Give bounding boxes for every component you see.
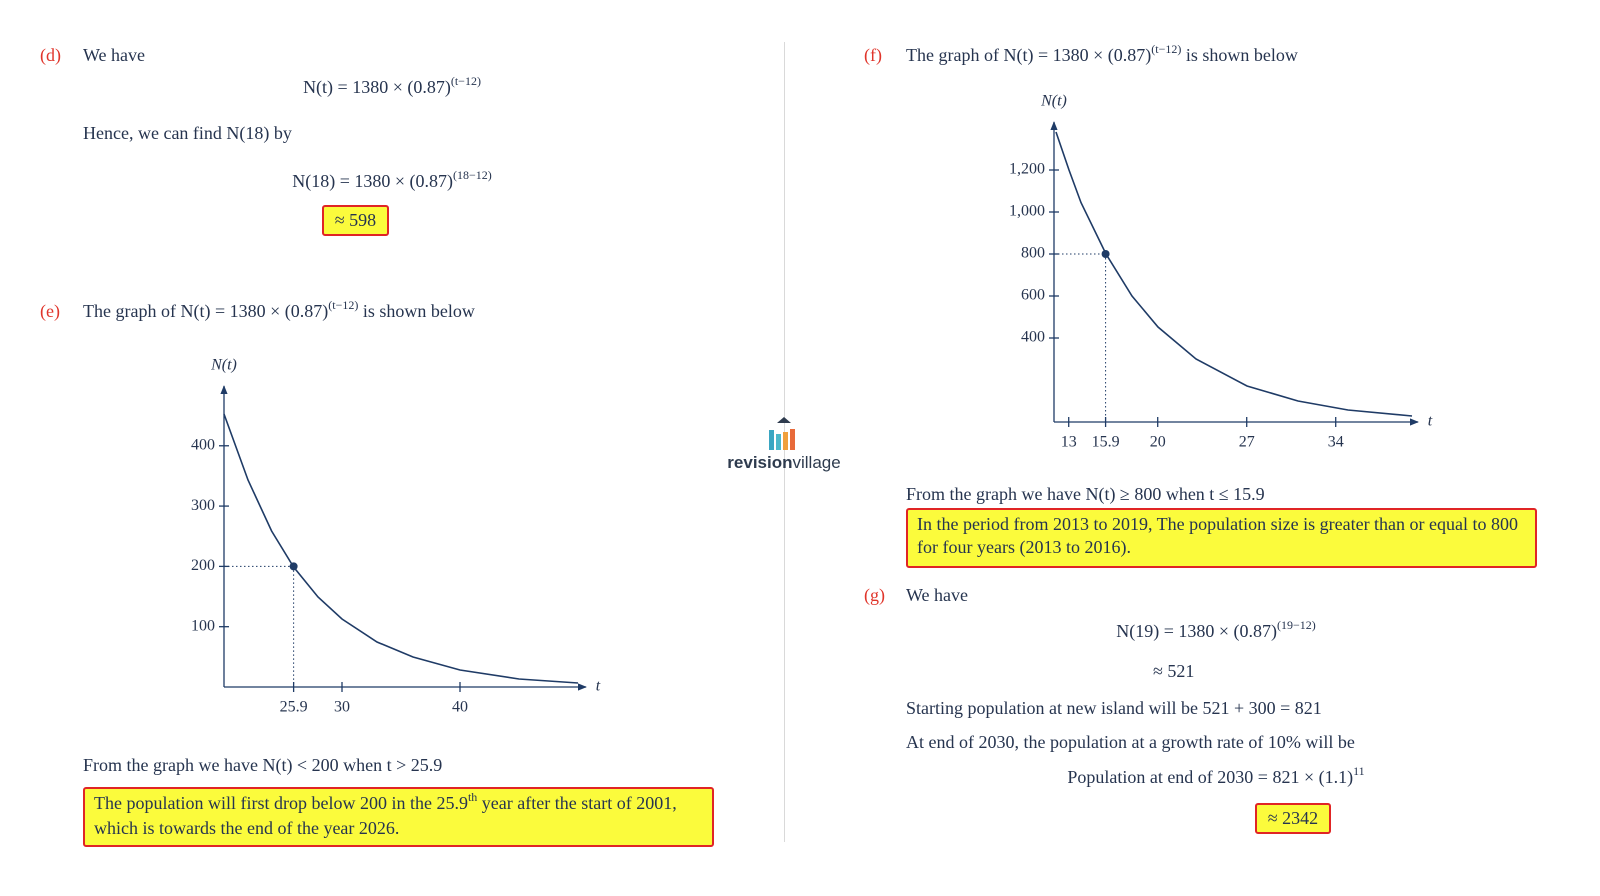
x-axis-label: t (596, 678, 601, 695)
exponent: (t−12) (1151, 42, 1182, 56)
equation: N(18) = 1380 × (0.87)(18−12) (192, 168, 592, 194)
text: Starting population at new island will b… (906, 698, 1322, 718)
text: The graph of N(t) = 1380 × (0.87) (906, 45, 1152, 65)
exponent: (18−12) (453, 168, 492, 182)
x-tick-label: 40 (452, 699, 468, 716)
y-axis-label: N(t) (1040, 93, 1067, 110)
x-tick-label: 15.9 (1092, 434, 1120, 451)
text: From the graph we have N(t) < 200 when t… (83, 755, 443, 775)
x-tick-label: 27 (1239, 434, 1255, 451)
point (1101, 250, 1110, 258)
logo-bar (769, 430, 774, 450)
equation: N(t) = 1380 × (0.87)(t−12) (192, 74, 592, 100)
equation: N(19) = 1380 × (0.87)(19−12) (1016, 618, 1416, 644)
equation-text: N(t) = 1380 × (0.87) (303, 77, 451, 97)
text: From the graph we have N(t) ≥ 800 when t… (906, 484, 1265, 504)
y-tick-label: 400 (191, 436, 215, 453)
text: The graph of N(t) = 1380 × (0.87)(t−12) … (906, 42, 1298, 68)
text: Hence, we can find N(18) by (83, 123, 292, 143)
text: At end of 2030, the population at a grow… (906, 732, 1355, 752)
answer-box: ≈ 2342 (1255, 803, 1331, 834)
y-tick-label: 300 (191, 497, 215, 514)
text: The graph of N(t) = 1380 × (0.87)(t−12) … (83, 298, 475, 324)
part-label: (e) (40, 301, 60, 321)
equation: ≈ 521 (1153, 661, 1195, 681)
logo-roof (777, 417, 791, 423)
logo-text: revision (727, 453, 793, 472)
logo-bar (776, 434, 781, 450)
exponent: (t−12) (450, 74, 481, 88)
equation-text: N(19) = 1380 × (0.87) (1116, 621, 1277, 641)
part-label: (f) (864, 45, 882, 65)
logo-bar (783, 432, 788, 450)
exponent: (19−12) (1277, 618, 1316, 632)
superscript: th (467, 790, 478, 804)
text: is shown below (1185, 45, 1298, 65)
x-tick-label: 30 (334, 699, 350, 716)
x-axis-label: t (1428, 413, 1433, 430)
answer-text: year after the start of 2001, which is t… (94, 793, 677, 838)
y-tick-label: 100 (191, 617, 215, 634)
x-tick-label: 13 (1061, 434, 1077, 451)
y-tick-label: 400 (1021, 329, 1045, 346)
curve (1055, 131, 1413, 417)
text: We have (906, 585, 969, 605)
equation-text: N(18) = 1380 × (0.87) (292, 171, 453, 191)
exponent: (t−12) (328, 298, 359, 312)
equation-text: Population at end of 2030 = 821 × (1.1) (1067, 767, 1354, 787)
answer-box: In the period from 2013 to 2019, The pop… (906, 508, 1537, 568)
x-tick-label: 20 (1150, 434, 1166, 451)
part-label: (d) (40, 45, 61, 65)
logo-text: village (792, 453, 841, 472)
equation: Population at end of 2030 = 821 × (1.1)1… (1016, 764, 1416, 790)
curve (223, 413, 579, 684)
answer-text: The population will first drop below 200… (94, 793, 468, 813)
logo-icon (769, 417, 795, 450)
y-tick-label: 1,000 (1009, 203, 1045, 220)
x-tick-label: 34 (1328, 434, 1344, 451)
logo: revisionvillage (724, 412, 844, 473)
answer-box: ≈ 598 (322, 205, 389, 236)
y-tick-label: 800 (1021, 245, 1045, 262)
text: We have (83, 45, 146, 65)
y-axis-label: N(t) (210, 357, 237, 374)
point (289, 562, 298, 571)
part-label: (g) (864, 585, 885, 605)
y-tick-label: 1,200 (1009, 161, 1045, 178)
answer-box: The population will first drop below 200… (83, 787, 714, 847)
logo-bar (790, 429, 795, 450)
y-tick-label: 600 (1021, 287, 1045, 304)
text: The graph of N(t) = 1380 × (0.87) (83, 301, 329, 321)
exponent: 11 (1353, 764, 1365, 778)
text: is shown below (362, 301, 475, 321)
y-tick-label: 200 (191, 557, 215, 574)
x-tick-label: 25.9 (280, 699, 308, 716)
